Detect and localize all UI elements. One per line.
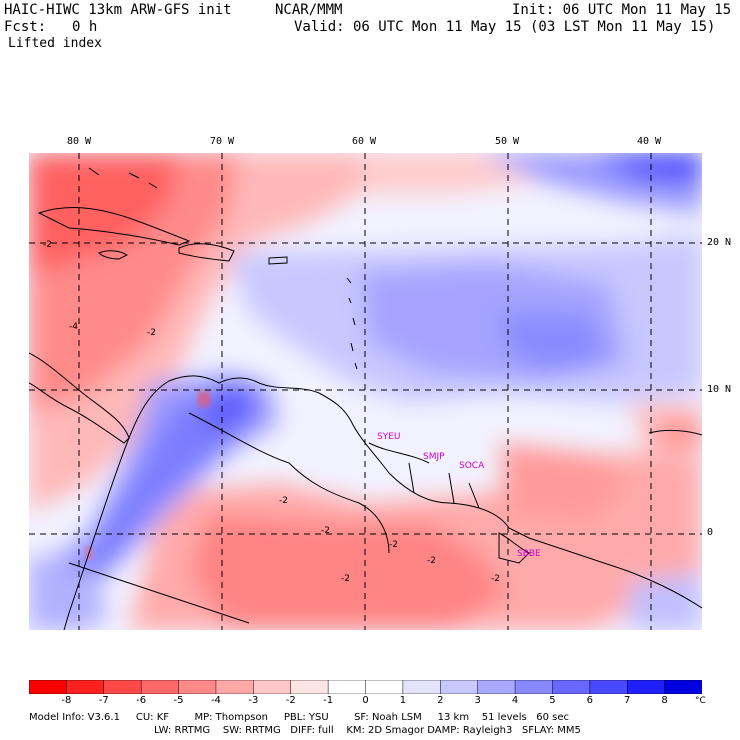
colorbar-tick-label: 5 bbox=[549, 695, 556, 706]
colorbar-swatch bbox=[66, 680, 105, 694]
colorbar-unit: °C bbox=[695, 696, 706, 706]
model-info-line2: LW: RRTMG SW: RRTMG DIFF: full KM: 2D Sm… bbox=[154, 725, 581, 736]
valid-time: Valid: 06 UTC Mon 11 May 15 (03 LST Mon … bbox=[294, 19, 716, 35]
forecast-label: Fcst: bbox=[4, 19, 47, 35]
colorbar-swatch bbox=[626, 680, 666, 694]
colorbar-swatch bbox=[477, 680, 516, 694]
colorbar-tick-label: 8 bbox=[661, 695, 668, 706]
colorbar-swatch bbox=[178, 680, 217, 694]
init-time: Init: 06 UTC Mon 11 May 15 bbox=[512, 2, 732, 18]
colorbar-tick-label: 2 bbox=[437, 695, 444, 706]
lon-label: 40 W bbox=[637, 136, 662, 147]
contour-label: -2 bbox=[389, 540, 398, 550]
field-shading bbox=[29, 153, 702, 630]
colorbar-swatch bbox=[140, 680, 180, 694]
contour-label: -2 bbox=[279, 496, 288, 506]
colorbar-tick-label: -3 bbox=[248, 695, 259, 706]
colorbar-swatch bbox=[552, 680, 591, 694]
colorbar-tick-label: -4 bbox=[210, 695, 221, 706]
contour-label: -2 bbox=[321, 526, 330, 536]
lon-label: 50 W bbox=[495, 136, 520, 147]
colorbar-tick-label: -7 bbox=[98, 695, 109, 706]
colorbar-swatch bbox=[365, 680, 404, 694]
station-label: SBBE bbox=[517, 549, 541, 559]
colorbar-swatch bbox=[514, 680, 554, 694]
colorbar-swatch bbox=[327, 680, 367, 694]
lon-label: 80 W bbox=[67, 136, 92, 147]
lon-label: 70 W bbox=[210, 136, 235, 147]
colorbar-swatch bbox=[589, 680, 628, 694]
colorbar-tick-label: -2 bbox=[285, 695, 296, 706]
map-gridlines bbox=[29, 153, 702, 630]
colorbar-tick-label: -8 bbox=[61, 695, 72, 706]
colorbar-swatch bbox=[290, 680, 329, 694]
lifted-index-map: -2 -4 -2 -2 -2 -2 -2 -2 -2 bbox=[29, 153, 702, 630]
colorbar-tick-label: -1 bbox=[323, 695, 334, 706]
colorbar-tick-label: -6 bbox=[136, 695, 147, 706]
model-title: HAIC-HIWC 13km ARW-GFS init bbox=[4, 2, 232, 18]
contour-label: -2 bbox=[43, 240, 52, 250]
colorbar-tick-label: 3 bbox=[474, 695, 481, 706]
organization-label: NCAR/MMM bbox=[275, 2, 343, 18]
coastlines bbox=[29, 167, 702, 630]
station-label: SMJP bbox=[423, 452, 445, 462]
forecast-hour: 0 h bbox=[72, 19, 98, 35]
colorbar-swatch bbox=[215, 680, 255, 694]
station-label: SOCA bbox=[459, 461, 485, 471]
colorbar-swatch bbox=[253, 680, 292, 694]
contour-label: -4 bbox=[69, 322, 78, 332]
model-info-line1: Model Info: V3.6.1 CU: KF MP: Thompson P… bbox=[29, 712, 569, 723]
colorbar-tick-label: 0 bbox=[362, 695, 369, 706]
colorbar-swatch bbox=[103, 680, 142, 694]
lat-label: 0 bbox=[707, 527, 714, 538]
colorbar-tick-label: 1 bbox=[399, 695, 407, 706]
contour-label: -2 bbox=[147, 328, 156, 338]
colorbar-tick-label: 7 bbox=[624, 695, 631, 706]
colorbar bbox=[29, 680, 702, 694]
lat-label: 10 N bbox=[707, 384, 732, 395]
colorbar-swatch bbox=[402, 680, 442, 694]
contour-label: -2 bbox=[427, 556, 436, 566]
colorbar-tick-label: 4 bbox=[511, 695, 519, 706]
colorbar-swatch bbox=[664, 680, 702, 694]
contour-label: -2 bbox=[491, 574, 500, 584]
lat-label: 20 N bbox=[707, 237, 732, 248]
colorbar-tick-label: 6 bbox=[586, 695, 594, 706]
contour-label: -2 bbox=[341, 574, 350, 584]
field-name: Lifted index bbox=[8, 36, 102, 51]
colorbar-swatch bbox=[440, 680, 479, 694]
colorbar-swatch bbox=[29, 680, 68, 694]
lon-label: 60 W bbox=[352, 136, 377, 147]
station-label: SYEU bbox=[377, 432, 401, 442]
colorbar-tick-label: -5 bbox=[173, 695, 184, 706]
